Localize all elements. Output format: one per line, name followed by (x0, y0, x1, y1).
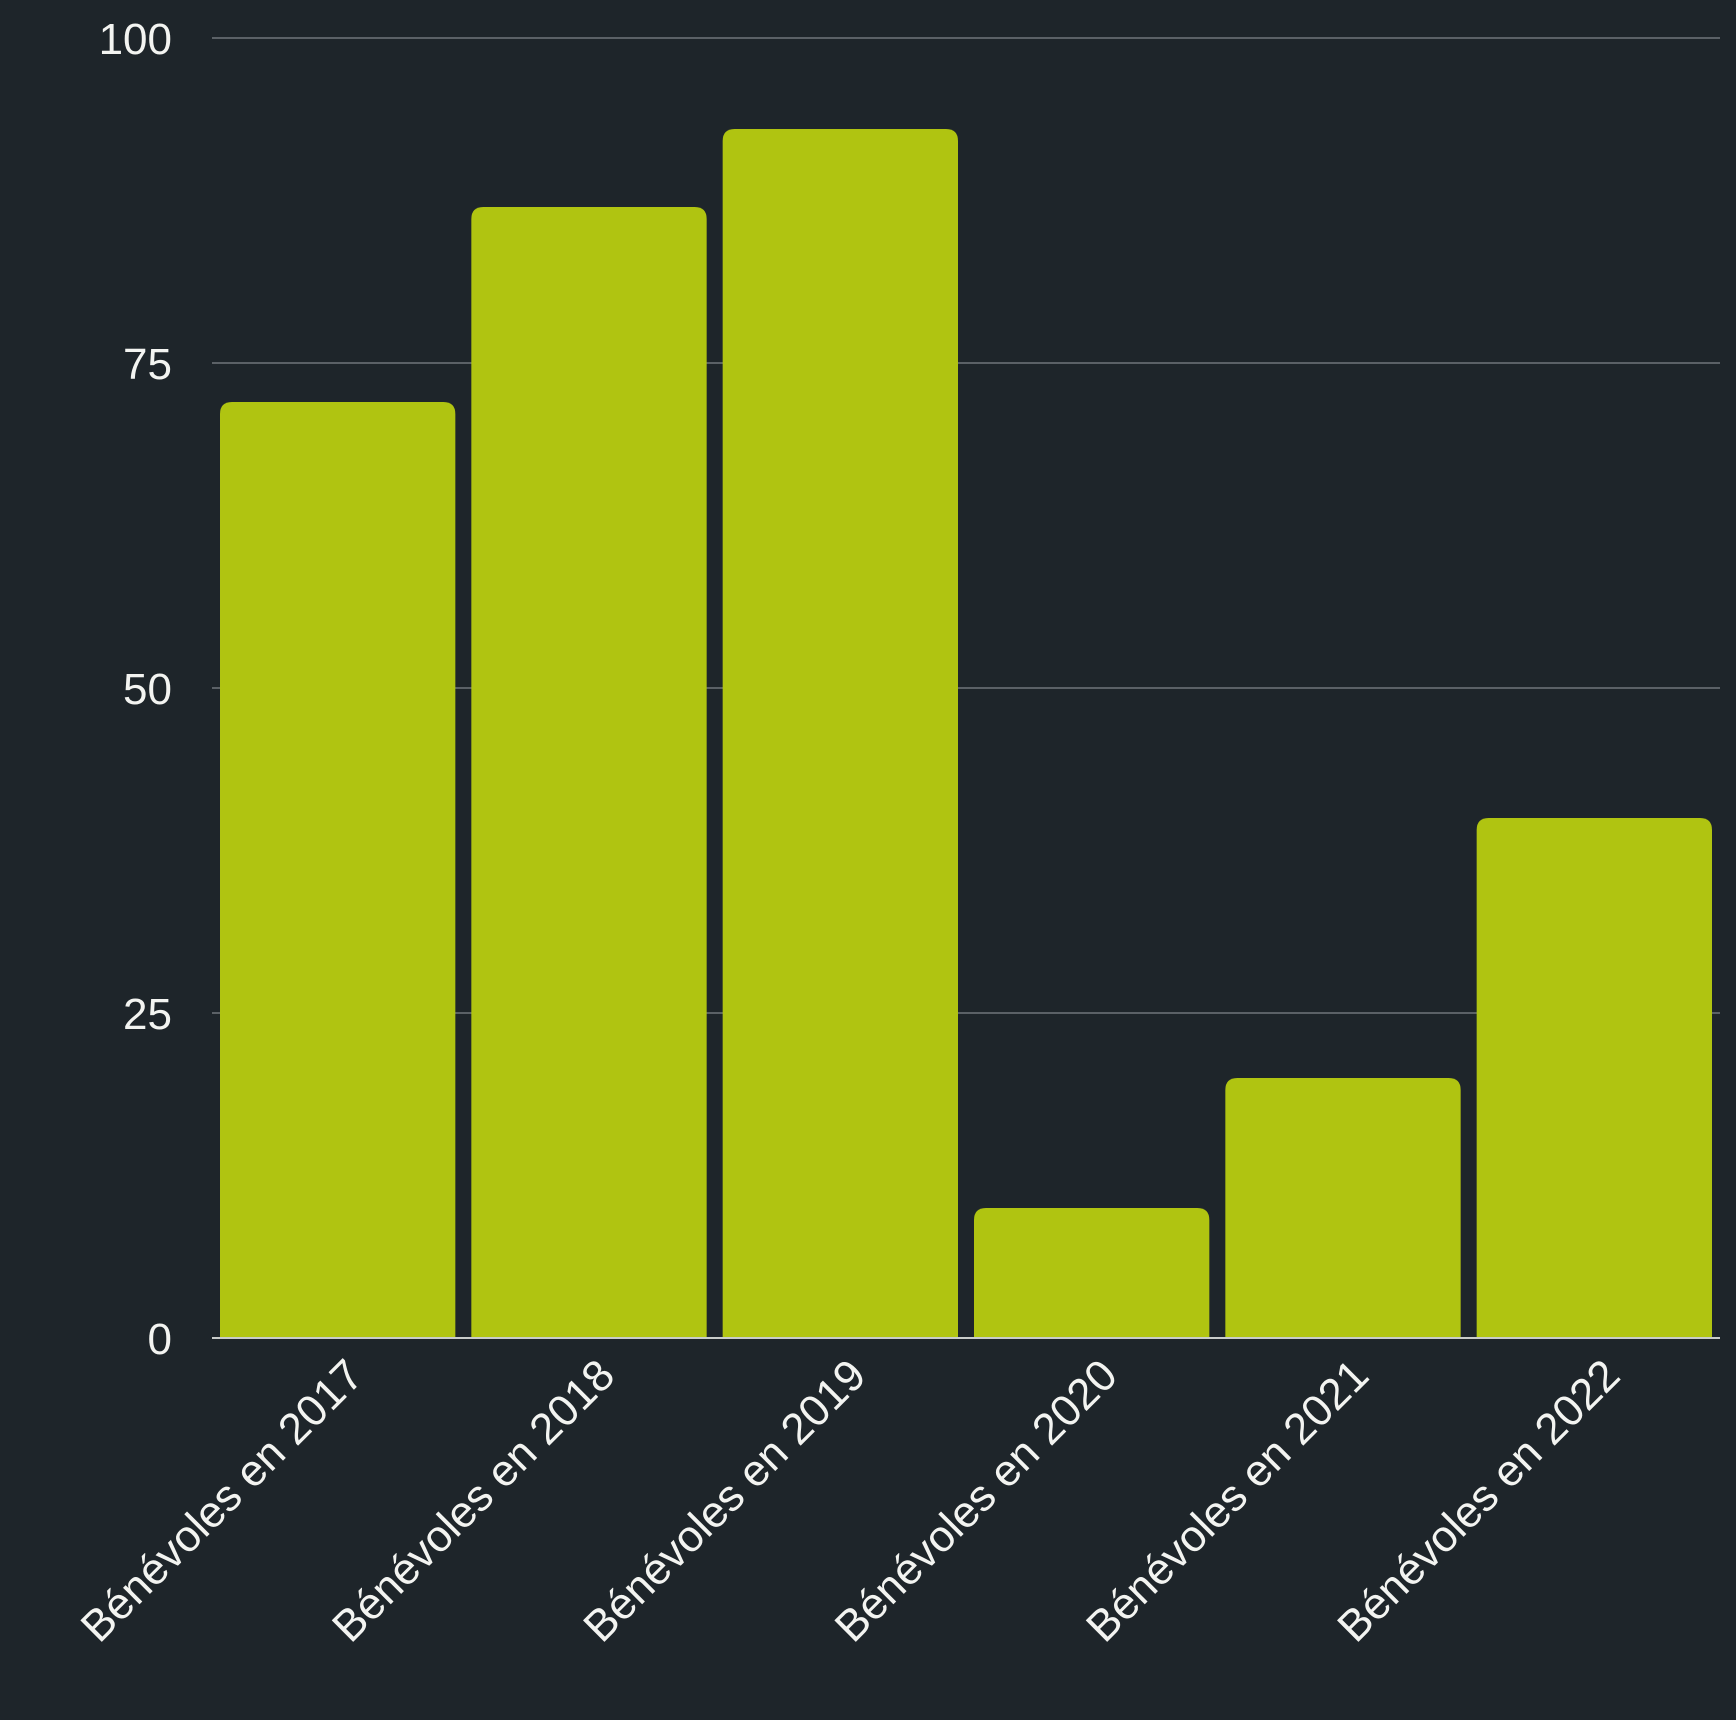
y-tick-label: 50 (123, 665, 172, 714)
y-axis: 0 25 50 75 100 (99, 15, 1720, 1364)
gridlines (212, 37, 1720, 1014)
bar-1 (220, 402, 456, 1338)
bar-4 (974, 1208, 1210, 1338)
x-tick-label: Bénévoles en 2018 (323, 1350, 624, 1651)
bar-5 (1225, 1078, 1461, 1338)
y-tick-label: 75 (123, 340, 172, 389)
bar-3 (722, 129, 958, 1338)
bar-6 (1476, 818, 1712, 1338)
y-tick-label: 25 (123, 990, 172, 1039)
bar-2 (471, 207, 707, 1338)
x-tick-label: Bénévoles en 2022 (1328, 1350, 1629, 1651)
bars (220, 129, 1712, 1338)
x-tick-label: Bénévoles en 2021 (1077, 1350, 1378, 1651)
x-tick-label: Bénévoles en 2019 (574, 1350, 875, 1651)
y-tick-label: 0 (148, 1315, 172, 1364)
x-tick-label: Bénévoles en 2017 (72, 1350, 373, 1651)
x-tick-label: Bénévoles en 2020 (826, 1350, 1127, 1651)
y-tick-label: 100 (99, 15, 172, 64)
